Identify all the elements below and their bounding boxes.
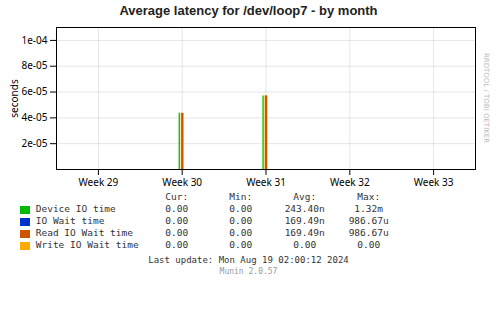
html-text:169.49n: 169.49n xyxy=(284,227,325,238)
svg-text:seconds: seconds xyxy=(7,79,21,118)
svg-text:Week 29: Week 29 xyxy=(79,175,119,189)
html-text:Read IO Wait time: Read IO Wait time xyxy=(30,227,133,238)
svg-text:8e-05: 8e-05 xyxy=(21,58,47,72)
html-text:0.00: 0.00 xyxy=(165,227,189,238)
html-text:0.00: 0.00 xyxy=(357,239,381,250)
html-text:Average latency for /dev/loop7: Average latency for /dev/loop7 - by mont… xyxy=(119,3,378,18)
html-text:Max:: Max: xyxy=(357,191,381,202)
html-text:0.00: 0.00 xyxy=(165,215,189,226)
html-text:0.00: 0.00 xyxy=(229,227,253,238)
html-text:1.32m: 1.32m xyxy=(354,203,383,214)
html-text:0.00: 0.00 xyxy=(229,203,253,214)
svg-text:1e-04: 1e-04 xyxy=(21,33,47,47)
html-text:Munin 2.0.57: Munin 2.0.57 xyxy=(219,267,278,276)
html-text:0.00: 0.00 xyxy=(229,215,253,226)
svg-text:2e-05: 2e-05 xyxy=(21,136,47,150)
html-text:IO Wait time: IO Wait time xyxy=(30,215,105,226)
html-text:Write IO Wait time: Write IO Wait time xyxy=(30,239,139,250)
html-text:Last update: Mon Aug 19 02:00:: Last update: Mon Aug 19 02:00:12 2024 xyxy=(148,255,349,265)
html-text:243.40n: 243.40n xyxy=(284,203,325,214)
svg-text:Week 30: Week 30 xyxy=(162,175,202,189)
svg-text:4e-05: 4e-05 xyxy=(21,110,47,124)
svg-text:Week 31: Week 31 xyxy=(246,175,286,189)
svg-text:6e-05: 6e-05 xyxy=(21,84,47,98)
svg-text:Week 32: Week 32 xyxy=(330,175,370,189)
html-text:986.67u: 986.67u xyxy=(348,215,389,226)
html-text:Device IO time: Device IO time xyxy=(30,203,116,214)
html-text:RRDTOOL / TOBI OETIKER: RRDTOOL / TOBI OETIKER xyxy=(481,52,490,144)
html-text:986.67u: 986.67u xyxy=(348,227,389,238)
html-text:Avg:: Avg: xyxy=(293,191,317,202)
html-text:0.00: 0.00 xyxy=(293,239,317,250)
html-text:0.00: 0.00 xyxy=(165,203,189,214)
html-text:169.49n: 169.49n xyxy=(284,215,325,226)
html-text:0.00: 0.00 xyxy=(165,239,189,250)
html-text:Cur:: Cur: xyxy=(165,191,189,202)
svg-text:Week 33: Week 33 xyxy=(414,175,454,189)
html-text:0.00: 0.00 xyxy=(229,239,253,250)
html-text:Min:: Min: xyxy=(229,191,253,202)
